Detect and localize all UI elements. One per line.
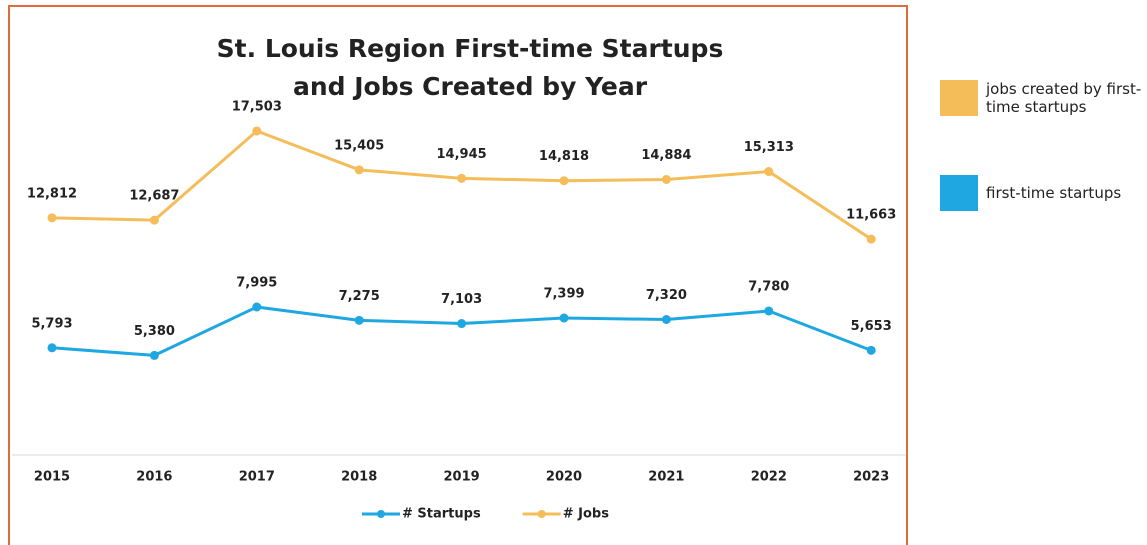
x-tick-label: 2016	[136, 470, 172, 485]
legend-label: # Jobs	[563, 507, 609, 522]
x-tick-label: 2022	[751, 470, 787, 485]
side-legend-label: jobs created by first-time startups	[986, 80, 1142, 116]
legend-marker	[537, 510, 546, 518]
data-label: 7,320	[646, 288, 687, 303]
data-label: 12,687	[129, 189, 179, 204]
point	[252, 126, 262, 136]
data-label: 11,663	[846, 208, 896, 223]
point	[457, 173, 467, 183]
legend-label: # Startups	[402, 507, 481, 522]
point	[149, 215, 159, 225]
point	[47, 343, 57, 353]
data-label: 12,812	[27, 186, 77, 201]
point	[661, 314, 671, 324]
chart: 2015 2016 2017 2018 2019 2020 2021 2022 2023 5,79…	[12, 100, 906, 522]
data-label: 14,818	[539, 149, 589, 164]
point	[866, 234, 876, 244]
point	[764, 167, 774, 177]
data-label: 15,405	[334, 138, 384, 153]
data-label: 7,103	[441, 292, 482, 307]
data-label: 14,945	[437, 147, 487, 162]
x-tick-label: 2021	[648, 470, 684, 485]
point	[354, 165, 364, 175]
data-label: 7,780	[748, 279, 789, 294]
data-label: 17,503	[232, 100, 282, 115]
point	[149, 350, 159, 360]
side-legend-label: first-time startups	[986, 184, 1122, 202]
data-label: 5,793	[31, 316, 72, 331]
point	[559, 313, 569, 323]
data-label: 7,995	[236, 276, 277, 291]
data-label: 15,313	[744, 140, 794, 155]
x-tick-label: 2020	[546, 470, 582, 485]
chart-title: St. Louis Region First-time Startups and…	[216, 34, 724, 101]
x-tick-label: 2023	[853, 470, 889, 485]
data-label: 7,275	[339, 289, 380, 304]
point	[457, 319, 467, 329]
legend-marker	[377, 510, 385, 518]
data-label: 5,653	[851, 319, 892, 334]
point	[47, 213, 57, 223]
point	[354, 315, 364, 325]
side-legend-item: first-time startups	[940, 175, 1147, 211]
x-tick-label: 2015	[34, 470, 70, 485]
point	[559, 176, 569, 186]
data-label: 7,399	[543, 287, 584, 302]
side-legend-swatch	[940, 175, 978, 211]
side-legend-swatch	[940, 80, 978, 116]
data-label: 14,884	[641, 148, 691, 163]
side-legend-item: jobs created by first-time startups	[940, 80, 1147, 116]
x-tick-label: 2018	[341, 470, 377, 485]
point	[252, 302, 262, 312]
point	[764, 306, 774, 316]
data-label: 5,380	[134, 324, 175, 339]
x-tick-label: 2017	[239, 470, 275, 485]
chart-frame	[8, 5, 908, 545]
point	[866, 345, 876, 355]
point	[661, 174, 671, 184]
x-tick-label: 2019	[444, 470, 480, 485]
